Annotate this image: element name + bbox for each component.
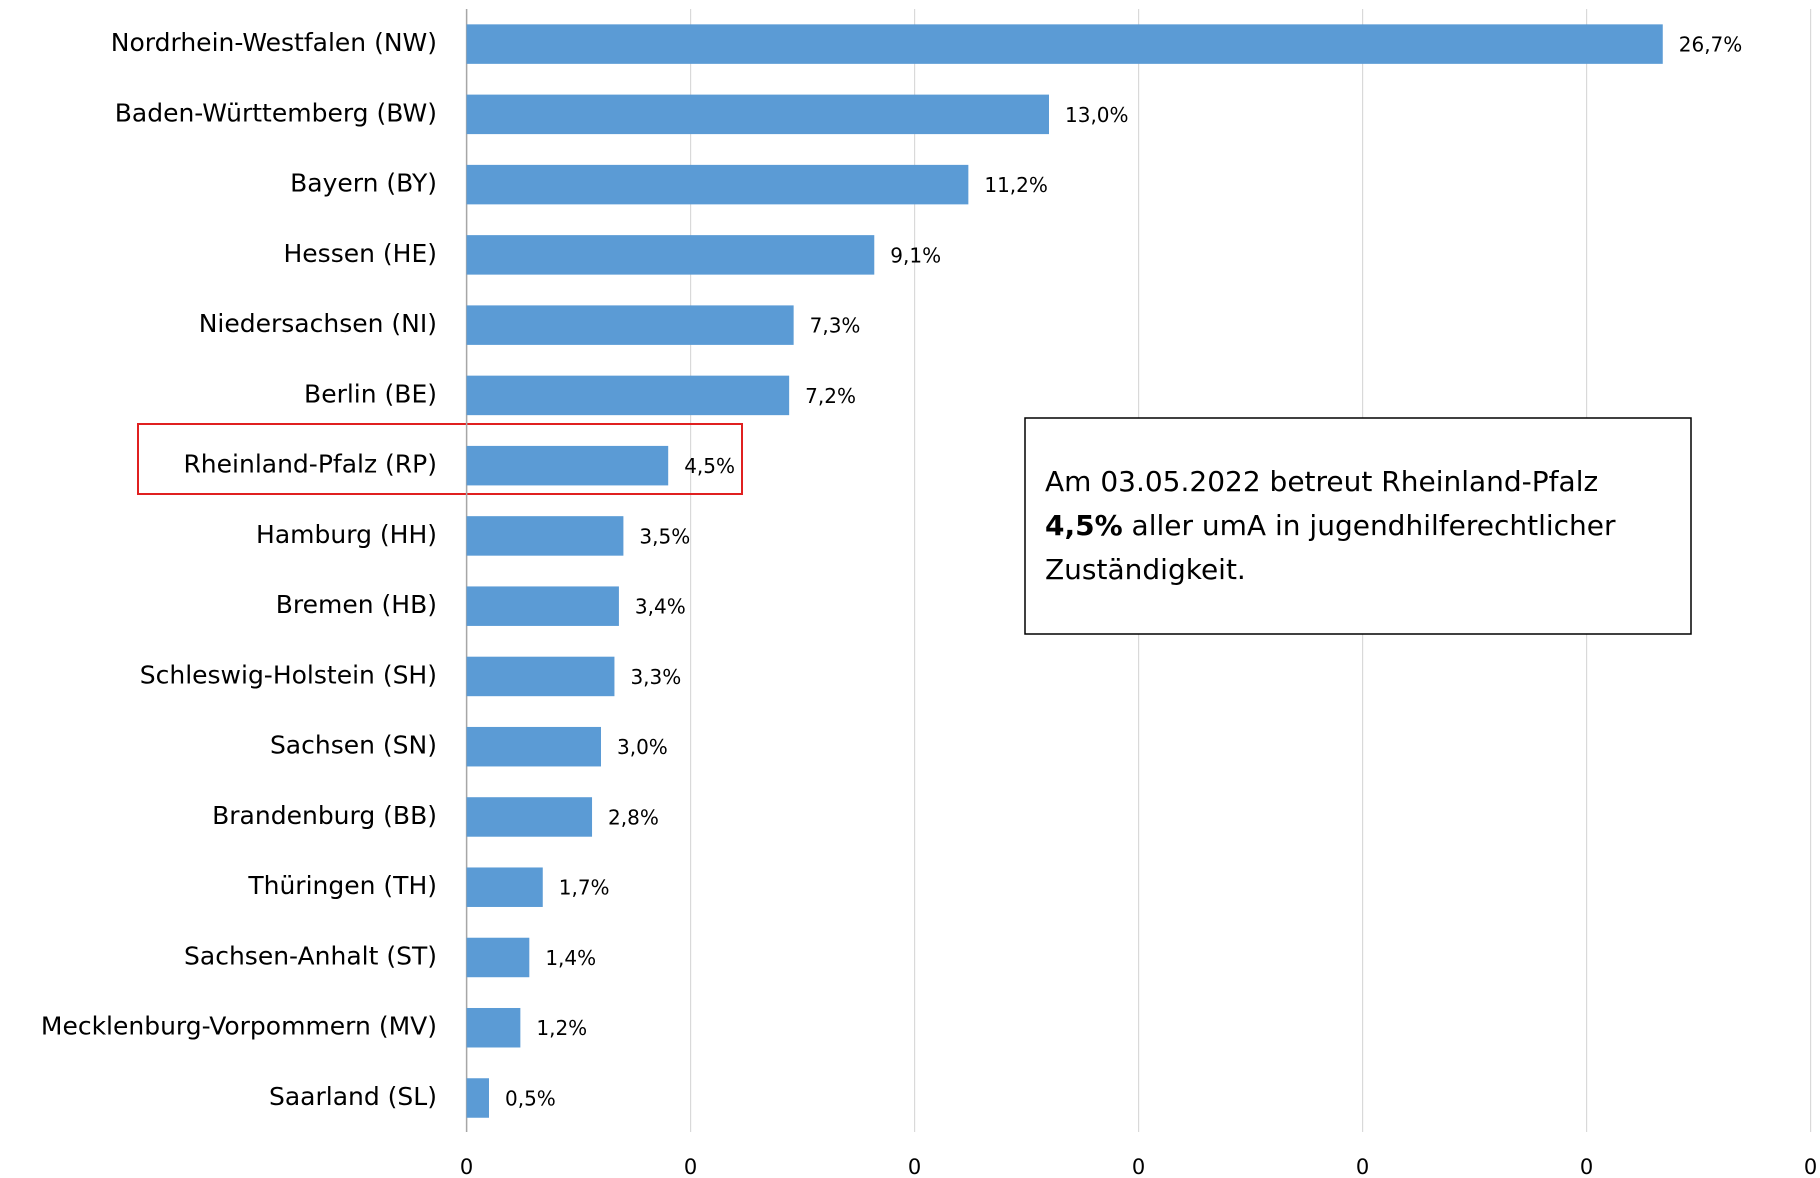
data-label: 3,3% [630,665,681,689]
bar [466,445,669,486]
bar [466,656,615,697]
annotation-bold: 4,5% [1045,509,1123,542]
annotation-box [1024,417,1692,635]
bar [466,867,543,907]
bar [466,164,969,205]
y-tick-label: Bremen (HB) [276,590,437,619]
y-tick-label: Sachsen (SN) [270,731,437,760]
bar [466,726,601,767]
bar [466,1007,521,1048]
y-tick-label: Baden-Württemberg (BW) [115,98,437,127]
annotation-line: Zuständigkeit. [1045,553,1246,586]
data-label: 0,5% [505,1087,556,1111]
highlight-box [137,423,743,495]
y-tick-label: Brandenburg (BB) [212,801,437,830]
data-label: 4,5% [684,454,735,478]
annotation-line: 4,5% aller umA in jugendhilferechtlicher [1045,509,1616,542]
annotation-line: Am 03.05.2022 betreut Rheinland-Pfalz [1045,465,1598,498]
bar [466,937,530,978]
x-tick-label: 0 [460,1155,473,1178]
data-label: 9,1% [890,243,941,267]
x-tick-label: 0 [684,1155,697,1178]
data-label: 11,2% [984,173,1048,197]
y-tick-label: Mecklenburg-Vorpommern (MV) [41,1012,437,1041]
bar [466,235,875,275]
y-tick-label: Rheinland-Pfalz (RP) [183,450,437,479]
y-tick-label: Niedersachsen (NI) [199,309,437,338]
x-tick-label: 0 [1356,1155,1369,1178]
data-label: 3,0% [617,735,668,759]
data-label: 1,2% [536,1016,587,1040]
data-label: 3,4% [635,595,686,619]
bar [466,305,794,345]
bar [466,375,790,416]
bar [466,1078,489,1118]
data-label: 26,7% [1679,33,1743,57]
y-tick-label: Thüringen (TH) [247,871,437,900]
x-tick-label: 0 [1804,1155,1817,1178]
bar [466,94,1050,135]
y-tick-label: Saarland (SL) [269,1082,437,1111]
bar [466,24,1663,64]
data-label: 3,5% [639,524,690,548]
y-tick-label: Berlin (BE) [304,379,437,408]
data-label: 2,8% [608,805,659,829]
x-tick-label: 0 [908,1155,921,1178]
data-label: 1,4% [545,946,596,970]
x-tick-label: 0 [1580,1155,1593,1178]
bar [466,516,624,556]
y-tick-label: Nordrhein-Westfalen (NW) [111,28,437,57]
data-label: 7,3% [810,314,861,338]
y-tick-label: Hamburg (HH) [256,520,437,549]
data-label: 1,7% [559,876,610,900]
y-tick-label: Hessen (HE) [283,239,437,268]
y-tick-label: Sachsen-Anhalt (ST) [184,941,437,970]
data-label: 13,0% [1065,103,1129,127]
y-tick-label: Bayern (BY) [290,169,437,198]
annotation-text: aller umA in jugendhilferechtlicher [1123,509,1616,542]
x-tick-label: 0 [1132,1155,1145,1178]
data-label: 7,2% [805,384,856,408]
y-tick-label: Schleswig-Holstein (SH) [140,660,437,689]
bar [466,797,593,837]
bar [466,586,619,626]
